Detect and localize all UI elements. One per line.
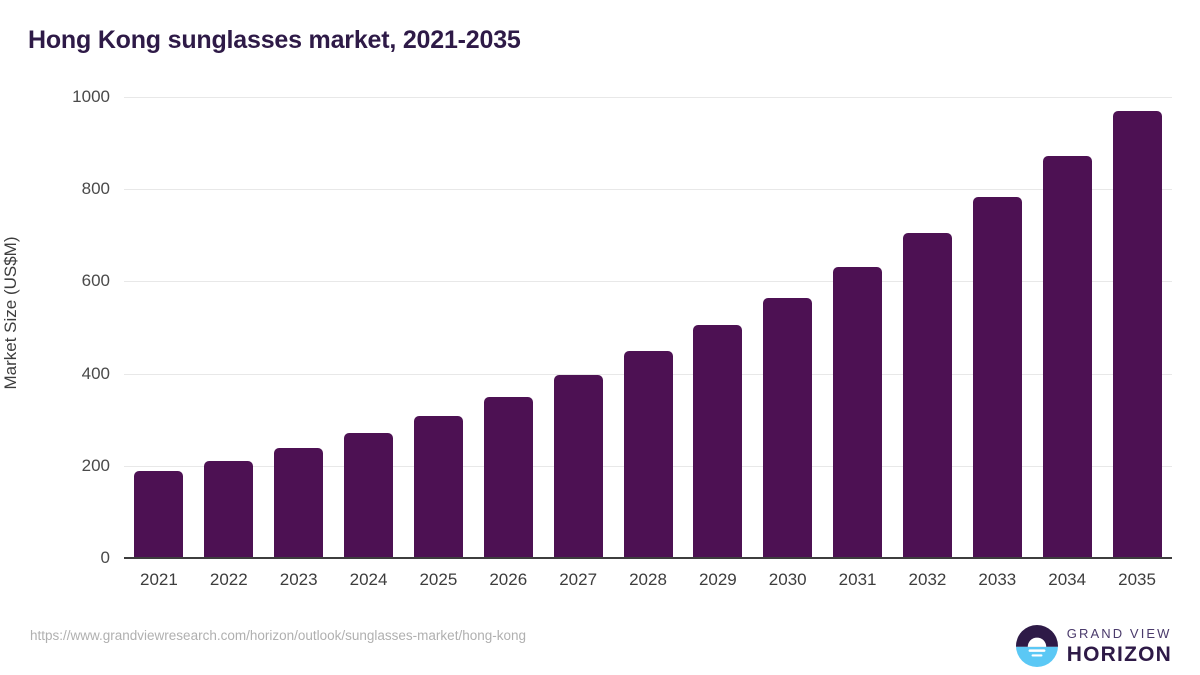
y-tick-label: 400 (81, 363, 110, 383)
bar-2035[interactable] (1112, 110, 1162, 558)
bar-2026[interactable] (483, 397, 533, 558)
bar-2029[interactable] (693, 325, 743, 558)
gridline (124, 281, 1172, 283)
y-axis-title: Market Size (US$M) (1, 236, 20, 390)
x-tick-label-2029: 2029 (698, 570, 737, 589)
bar-2032[interactable] (902, 233, 952, 558)
y-tick-label: 200 (81, 455, 110, 475)
page-title: Hong Kong sunglasses market, 2021-2035 (28, 26, 521, 54)
bar-2021[interactable] (134, 470, 184, 558)
source-url[interactable]: https://www.grandviewresearch.com/horizo… (30, 628, 526, 643)
x-tick-label-2031: 2031 (838, 570, 877, 589)
x-tick-label-2021: 2021 (140, 570, 178, 589)
bar-2034[interactable] (1042, 155, 1092, 558)
x-tick-label-2028: 2028 (629, 570, 667, 589)
x-tick-label-2022: 2022 (209, 570, 248, 589)
gridline (124, 189, 1172, 191)
x-tick-label-2024: 2024 (349, 570, 388, 589)
logo-text: GRAND VIEW HORIZON (1067, 627, 1172, 665)
horizon-circle-icon (1015, 625, 1058, 667)
plot-area (124, 97, 1172, 558)
x-tick-label-2023: 2023 (279, 570, 318, 589)
bar-2025[interactable] (413, 416, 463, 558)
y-tick-label: 0 (100, 548, 110, 567)
bar-2023[interactable] (274, 447, 324, 558)
y-tick-label: 1000 (72, 87, 110, 106)
bar-2030[interactable] (763, 298, 813, 558)
bar-2033[interactable] (972, 196, 1022, 558)
grand-view-horizon-logo[interactable]: GRAND VIEW HORIZON (1015, 623, 1172, 669)
gridline (124, 97, 1172, 98)
bar-2031[interactable] (833, 267, 883, 558)
x-tick-label-2025: 2025 (419, 570, 458, 589)
x-tick-label-2032: 2032 (908, 570, 947, 589)
bar-2022[interactable] (204, 460, 254, 558)
bar-2027[interactable] (553, 375, 603, 558)
y-tick-label: 800 (81, 179, 110, 199)
x-tick-label-2030: 2030 (768, 570, 807, 589)
bar-2024[interactable] (344, 433, 394, 558)
x-tick-label-2035: 2035 (1118, 570, 1156, 589)
x-tick-label-2027: 2027 (559, 570, 598, 589)
x-axis-line (124, 557, 1172, 559)
x-tick-label-2033: 2033 (978, 570, 1017, 589)
logo-text-line2: HORIZON (1066, 643, 1172, 666)
x-tick-label-2034: 2034 (1048, 570, 1087, 589)
bar-2028[interactable] (623, 350, 673, 558)
logo-text-line1: GRAND VIEW (1066, 626, 1172, 641)
y-tick-label: 600 (81, 271, 110, 291)
x-tick-label-2026: 2026 (489, 570, 528, 589)
